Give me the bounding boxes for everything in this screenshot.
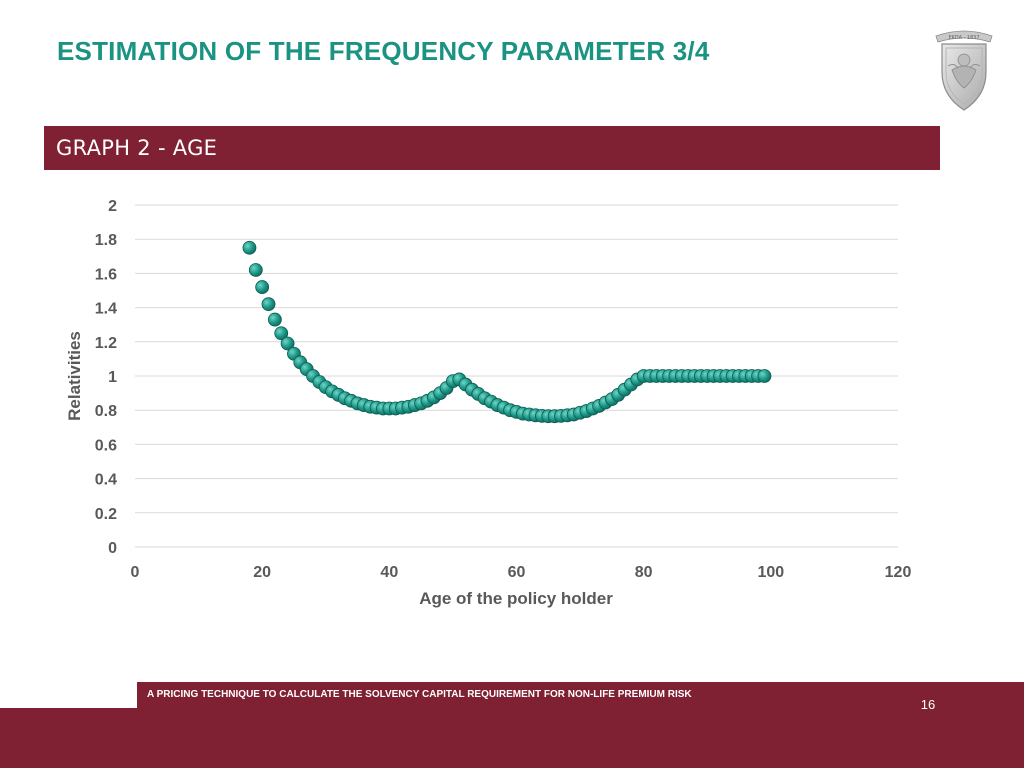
y-tick-label: 1.8 [95,232,117,249]
data-point [274,326,289,341]
data-point [757,369,772,383]
x-tick-label: 0 [131,564,140,581]
data-point [280,336,295,351]
footer-strip [137,682,1024,712]
x-axis-title: Age of the policy holder [419,589,613,608]
y-tick-label: 1.4 [95,301,117,318]
x-axis-ticks: 0 20 40 60 80 100 120 [131,564,912,581]
x-tick-label: 60 [508,564,526,581]
y-tick-label: 0 [108,540,117,557]
y-tick-label: 1 [108,369,117,386]
slide-title: ESTIMATION OF THE FREQUENCY PARAMETER 3/… [57,36,710,66]
section-banner: GRAPH 2 - AGE [44,126,940,170]
x-tick-label: 20 [253,564,271,581]
data-point [255,280,270,294]
section-label: GRAPH 2 - AGE [56,136,218,160]
y-tick-label: 2 [108,198,117,215]
y-tick-label: 0.4 [95,472,117,489]
university-crest-icon: ΕΚΠΑ · 1837 [935,30,993,111]
footer-text: A PRICING TECHNIQUE TO CALCULATE THE SOL… [147,689,692,700]
x-tick-label: 100 [757,564,784,581]
gridlines [135,204,898,548]
x-tick-label: 40 [380,564,398,581]
y-tick-label: 1.6 [95,266,117,283]
data-series [242,240,772,424]
y-tick-label: 0.2 [95,506,117,523]
page-number: 16 [920,697,936,712]
x-tick-label: 120 [885,564,912,581]
data-point [248,263,263,277]
x-tick-label: 80 [635,564,653,581]
footer-band [0,708,1024,768]
y-tick-label: 1.2 [95,335,117,352]
y-axis-title: Relativities [65,331,84,421]
data-point [267,312,282,327]
logo-ribbon-text: ΕΚΠΑ · 1837 [948,35,979,41]
y-tick-label: 0.6 [95,437,117,454]
data-point [261,297,276,312]
data-point [242,240,257,255]
relativities-chart: 0 0.2 0.4 0.6 0.8 1 1.2 1.4 1.6 1.8 2 0 20 40 60 80 100… [65,198,912,608]
y-axis-ticks: 0 0.2 0.4 0.6 0.8 1 1.2 1.4 1.6 1.8 2 [95,198,117,557]
y-tick-label: 0.8 [95,403,117,420]
